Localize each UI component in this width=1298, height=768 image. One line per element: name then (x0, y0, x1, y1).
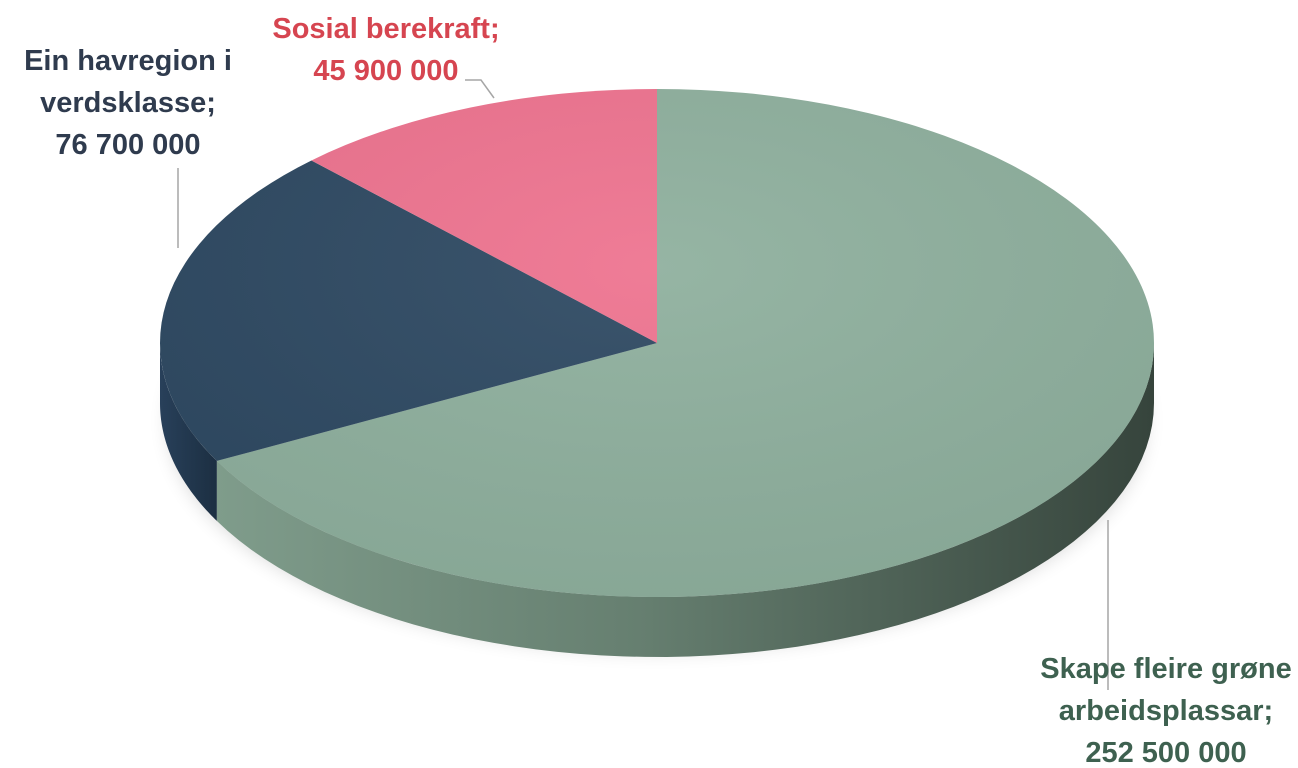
leader-line-3 (465, 79, 495, 99)
data-label-1: Skape fleire grøne arbeidsplassar; 252 500… (1040, 653, 1291, 768)
data-label-3-line-2: 45 900 000 (313, 55, 458, 87)
data-label-1-line-1: Skape fleire grøne (1040, 653, 1291, 685)
pie-slice-side-2 (160, 343, 217, 521)
data-label-3-line-1: Sosial berekraft; (272, 13, 499, 45)
pie-slice-side-1 (216, 343, 1154, 657)
data-label-2-line-1: Ein havregion i (24, 45, 232, 77)
data-label-3: Sosial berekraft; 45 900 000 (272, 13, 499, 87)
data-label-2-line-2: verdsklasse; (40, 87, 216, 119)
data-label-1-line-3: 252 500 000 (1085, 737, 1246, 768)
data-label-1-line-2: arbeidsplassar; (1059, 695, 1273, 727)
pie-top-sheen (160, 89, 1154, 597)
data-label-2: Ein havregion i verdsklasse; 76 700 000 (24, 45, 232, 161)
data-label-2-line-3: 76 700 000 (55, 129, 200, 161)
